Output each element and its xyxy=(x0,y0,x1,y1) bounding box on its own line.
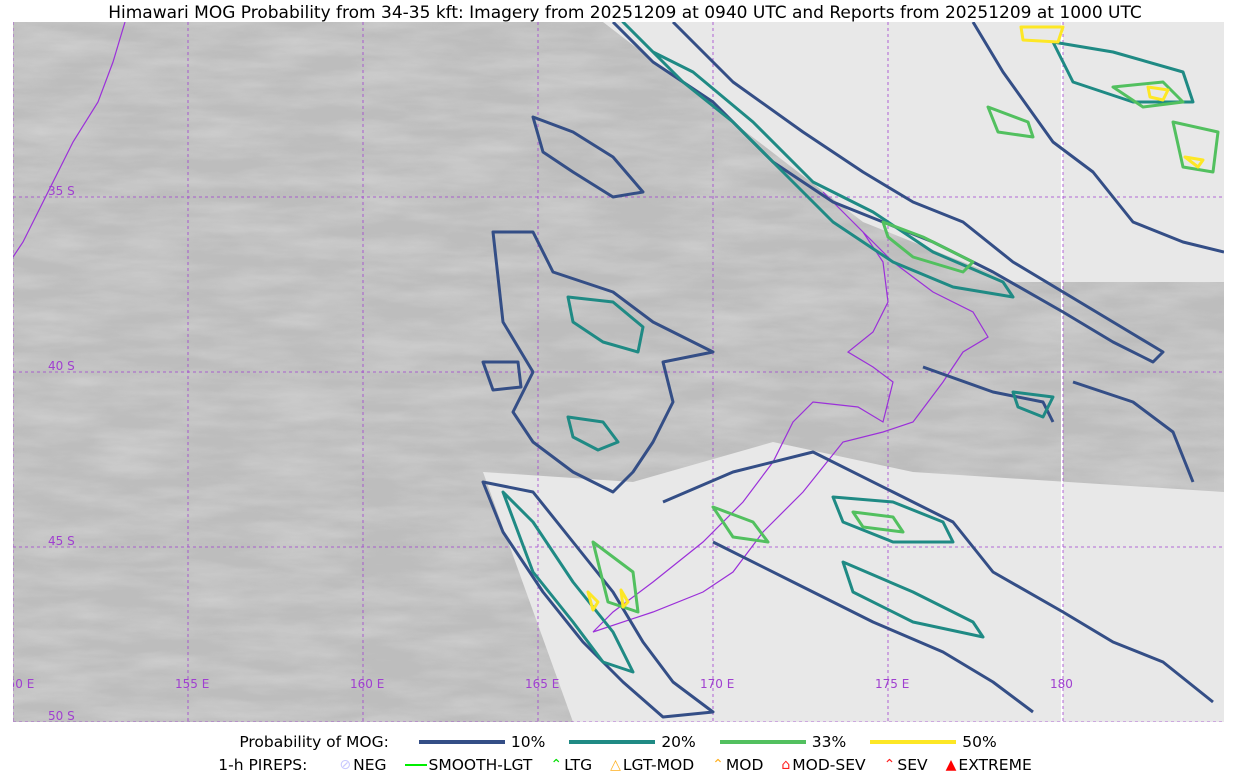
double-caret-icon: ⌃ xyxy=(883,757,896,773)
legend-item-20: 20% xyxy=(559,733,696,751)
pireps-legend-label: 1-h PIREPS: xyxy=(218,756,308,774)
latitude-label: 50 S xyxy=(48,709,75,722)
map-title: Himawari MOG Probability from 34-35 kft:… xyxy=(108,3,1142,23)
pireps-legend: 1-h PIREPS: ⊘ NEG SMOOTH-LGT ⌃ LTG △ LGT-MO… xyxy=(218,756,1032,774)
longitude-label: 160 E xyxy=(350,677,384,691)
caret-icon: ⌃ xyxy=(550,757,563,773)
contour-33-percent xyxy=(591,80,1220,614)
longitude-label: 175 E xyxy=(875,677,909,691)
longitude-label: 165 E xyxy=(525,677,559,691)
caret-icon-mod: ⌃ xyxy=(712,757,724,773)
contour-20-percent xyxy=(501,22,1195,674)
longitude-label: 155 E xyxy=(175,677,209,691)
double-caret-bar-icon: ⌂ xyxy=(781,757,791,773)
latitude-label: 40 S xyxy=(48,359,75,373)
swatch-20 xyxy=(569,740,656,744)
probability-legend: Probability of MOG: 10% 20% 33% 50% xyxy=(0,733,1250,751)
legend-item-33: 33% xyxy=(710,733,846,751)
contour-50-percent xyxy=(586,25,1205,612)
legend-item-10: 10% xyxy=(409,733,545,751)
dash-icon xyxy=(404,757,427,773)
longitude-label: 150 E xyxy=(13,677,34,691)
contour-10-percent xyxy=(481,22,1224,719)
filled-triangle-icon: ▲ xyxy=(945,757,957,773)
satellite-map: 150 E 155 E 160 E 165 E 170 E 175 E 180 35 S 40 … xyxy=(13,22,1224,722)
longitude-label: 180 xyxy=(1050,677,1073,691)
legend-item-50: 50% xyxy=(860,733,997,751)
neg-circle-icon: ⊘ xyxy=(339,757,352,773)
caret-bar-icon: △ xyxy=(610,757,621,773)
swatch-50 xyxy=(870,740,957,744)
swatch-10 xyxy=(418,740,505,744)
longitude-label: 170 E xyxy=(700,677,734,691)
probability-legend-label: Probability of MOG: xyxy=(239,733,389,751)
lat-lon-grid xyxy=(13,22,1224,722)
swatch-33 xyxy=(719,740,806,744)
latitude-label: 35 S xyxy=(48,184,75,198)
latitude-label: 45 S xyxy=(48,534,75,548)
coastline xyxy=(13,22,989,633)
